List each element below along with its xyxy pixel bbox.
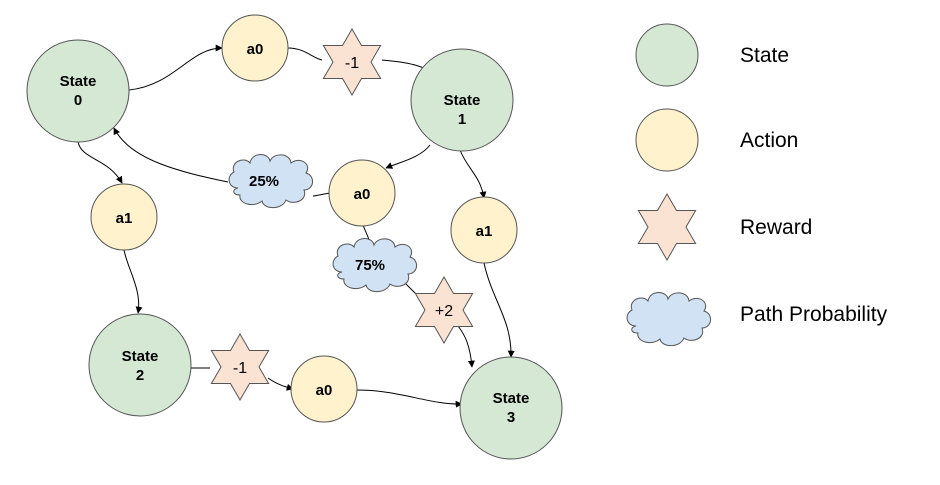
edge-reward-mid-to-state3: [457, 325, 475, 368]
state-node-0: State 0: [26, 39, 130, 143]
legend-action: Action: [635, 108, 798, 172]
state-node-2: State 2: [88, 313, 192, 417]
reward-top-label: -1: [345, 55, 359, 72]
reward-node-top: -1: [322, 27, 382, 97]
edge-prob25-to-state0: [113, 127, 229, 183]
legend-state: State: [635, 23, 789, 87]
action-node-s1-a1: a1: [450, 196, 518, 264]
action-node-s1-a0: a0: [328, 159, 396, 227]
action-s1-a0-label: a0: [354, 186, 371, 203]
edge-a0-to-reward-top: [287, 47, 323, 61]
legend-probability-swatch: [626, 291, 712, 347]
legend-probability-label: Path Probability: [740, 303, 888, 326]
legend-reward: Reward: [637, 192, 812, 262]
edge-a1-to-state2: [123, 249, 143, 314]
edge-state1-to-a1: [459, 149, 487, 199]
action-s2-a0-label: a0: [316, 382, 333, 399]
reward-bottom-label: -1: [233, 360, 247, 377]
state-3-label-line1: State: [493, 390, 530, 407]
legend-reward-label: Reward: [740, 216, 812, 239]
action-s0-a0-label: a0: [247, 41, 264, 58]
action-node-s0-a1: a1: [90, 183, 158, 251]
legend-reward-swatch: [637, 192, 697, 262]
probability-25-label: 25%: [249, 173, 279, 190]
state-node-1: State 1: [410, 48, 514, 152]
action-s0-a1-label: a1: [116, 210, 133, 227]
action-s1-a1-label: a1: [476, 223, 493, 240]
legend: State Action Reward Path Probability: [626, 23, 888, 347]
reward-node-mid: +2: [414, 275, 474, 345]
edge-a1-to-state3: [483, 262, 515, 358]
legend-probability: Path Probability: [626, 291, 888, 347]
action-node-s2-a0: a0: [290, 355, 358, 423]
legend-action-label: Action: [740, 129, 798, 152]
edge-a0-to-prob75: [362, 224, 370, 241]
probability-node-25: 25%: [228, 153, 314, 209]
edge-reward-bottom-to-a0: [267, 377, 294, 391]
reward-mid-label: +2: [435, 303, 453, 320]
legend-action-swatch: [635, 108, 699, 172]
reward-node-bottom: -1: [210, 332, 270, 402]
state-0-label-line2: 0: [74, 92, 82, 109]
edge-state1-to-a0: [385, 144, 431, 169]
state-0-label-line1: State: [60, 73, 97, 90]
action-node-s0-a0: a0: [221, 14, 289, 82]
legend-state-label: State: [740, 44, 789, 67]
state-3-label-line2: 3: [507, 409, 515, 426]
probability-75-label: 75%: [355, 257, 385, 274]
edge-a0-to-state3: [356, 389, 463, 408]
state-1-label-line2: 1: [458, 111, 466, 128]
edges: [77, 44, 515, 408]
state-node-3: State 3: [459, 356, 563, 460]
edge-state0-to-a0: [128, 44, 223, 91]
legend-state-swatch: [635, 23, 699, 87]
edge-state0-to-a1: [77, 141, 123, 184]
state-2-label-line1: State: [122, 348, 159, 365]
state-2-label-line2: 2: [136, 367, 144, 384]
edge-a0-to-prob25: [312, 192, 331, 197]
probability-node-75: 75%: [332, 237, 418, 293]
state-1-label-line1: State: [444, 92, 481, 109]
